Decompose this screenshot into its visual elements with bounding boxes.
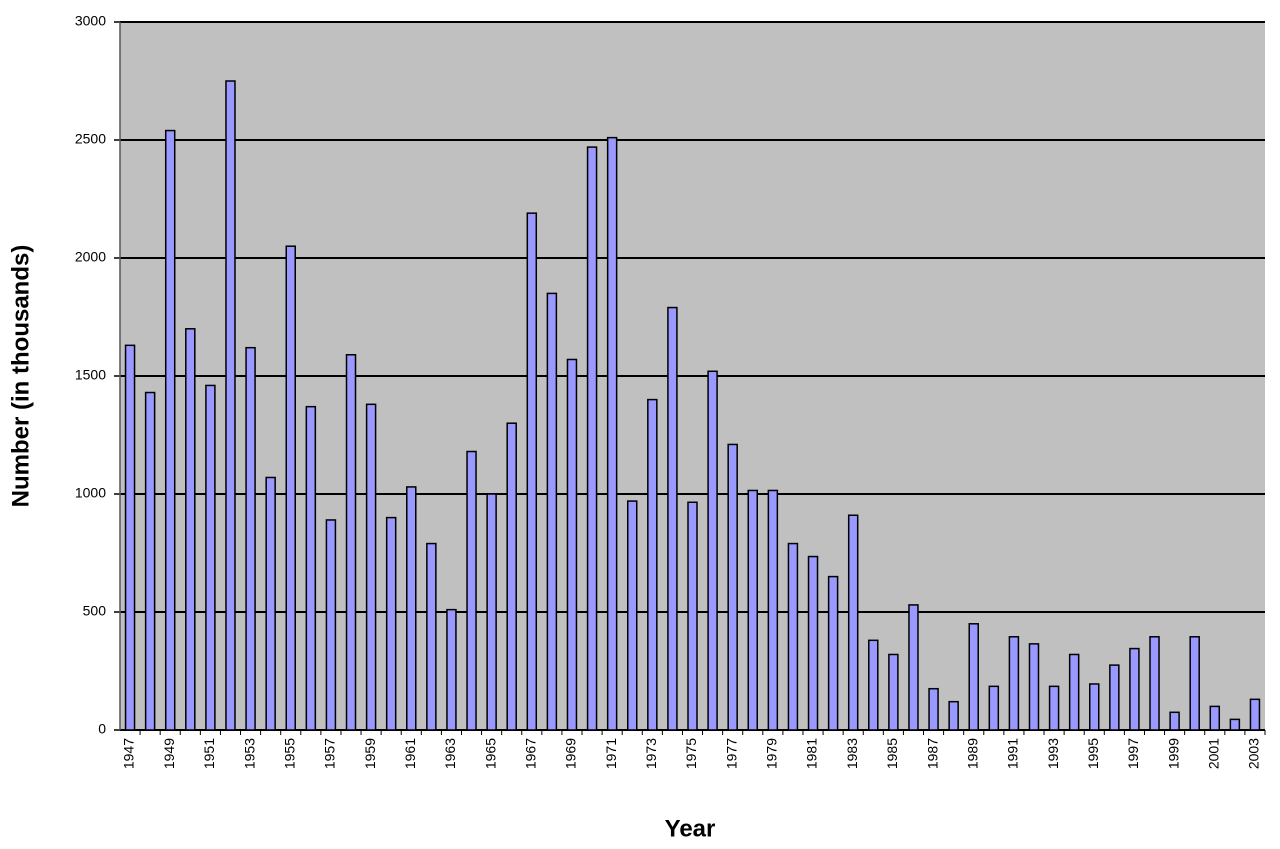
x-axis-title: Year <box>665 815 716 842</box>
bar <box>787 542 799 731</box>
bar <box>1249 698 1261 731</box>
bar <box>526 212 538 731</box>
bar <box>225 80 236 731</box>
x-tick-label: 1991 <box>1005 738 1021 769</box>
x-tick-label: 1987 <box>924 738 940 769</box>
x-tick-label: 1947 <box>121 738 137 769</box>
bar <box>948 700 959 731</box>
bar <box>305 405 317 731</box>
bar <box>205 384 216 731</box>
x-tick-label: 1999 <box>1165 738 1181 769</box>
bar <box>626 500 638 731</box>
x-tick-label: 1981 <box>804 738 820 769</box>
y-tick-label: 3000 <box>75 13 106 29</box>
x-tick-label: 1953 <box>241 738 257 769</box>
x-tick-label: 1985 <box>884 738 900 769</box>
bar <box>968 623 979 731</box>
x-tick-label: 2001 <box>1205 738 1221 769</box>
bar <box>506 422 517 731</box>
bar <box>486 493 497 731</box>
bar <box>1109 664 1120 731</box>
bar <box>1048 685 1060 731</box>
bar <box>707 370 718 731</box>
bar <box>868 639 879 731</box>
x-tick-label: 1959 <box>362 738 378 769</box>
bar <box>265 476 276 731</box>
x-tick-label: 1951 <box>201 738 217 769</box>
bar <box>546 292 558 731</box>
y-tick-label: 0 <box>98 721 106 737</box>
x-tick-label: 1983 <box>844 738 860 769</box>
bar <box>446 608 457 731</box>
y-tick-label: 1500 <box>75 367 106 383</box>
bar <box>847 514 859 731</box>
bar <box>747 489 759 731</box>
bar <box>888 653 899 731</box>
x-tick-label: 1957 <box>322 738 338 769</box>
bar <box>1149 636 1160 731</box>
x-tick-label: 2003 <box>1246 738 1262 769</box>
x-tick-label: 1973 <box>643 738 659 769</box>
bar <box>1209 705 1221 731</box>
bar <box>1169 711 1180 731</box>
bar <box>345 354 357 731</box>
x-tick-label: 1975 <box>683 738 699 769</box>
y-tick-label: 2500 <box>75 131 106 147</box>
bar <box>988 685 1000 731</box>
bar <box>406 486 417 731</box>
x-tick-label: 1955 <box>281 738 297 769</box>
bar <box>185 328 196 731</box>
bar <box>807 555 819 731</box>
bar <box>466 450 477 731</box>
bar <box>124 344 136 731</box>
x-tick-label: 1971 <box>603 738 619 769</box>
bar <box>687 501 698 731</box>
bar <box>767 489 779 731</box>
x-tick-label: 1963 <box>442 738 458 769</box>
x-tick-label: 1995 <box>1085 738 1101 769</box>
y-tick-label: 2000 <box>75 249 106 265</box>
bar <box>1008 636 1020 731</box>
bar <box>606 136 618 731</box>
bar <box>667 306 678 731</box>
bar <box>385 516 397 731</box>
bar <box>426 542 437 731</box>
y-tick-label: 500 <box>83 603 107 619</box>
bar <box>325 519 337 731</box>
bar <box>586 146 598 731</box>
bar <box>365 403 377 731</box>
bar <box>827 575 839 731</box>
bar <box>928 687 939 731</box>
x-tick-label: 1997 <box>1125 738 1141 769</box>
x-tick-label: 1989 <box>964 738 980 769</box>
x-tick-label: 1977 <box>723 738 739 769</box>
bar <box>647 398 658 731</box>
bar <box>285 245 296 731</box>
y-axis-title: Number (in thousands) <box>7 245 34 508</box>
bar <box>1189 636 1200 731</box>
bar <box>727 443 738 731</box>
x-tick-label: 1969 <box>563 738 579 769</box>
x-tick-label: 1949 <box>161 738 177 769</box>
x-tick-label: 1993 <box>1045 738 1061 769</box>
x-tick-label: 1961 <box>402 738 418 769</box>
bar <box>908 604 919 731</box>
bar <box>144 391 156 731</box>
bar <box>566 358 578 731</box>
bar <box>164 129 176 731</box>
bar <box>1229 718 1241 731</box>
bar <box>245 346 256 731</box>
bar <box>1028 643 1040 731</box>
x-tick-label: 1967 <box>523 738 539 769</box>
x-tick-label: 1979 <box>764 738 780 769</box>
bar <box>1089 683 1100 731</box>
x-tick-label: 1965 <box>482 738 498 769</box>
bar <box>1068 653 1080 731</box>
bar <box>1129 647 1140 731</box>
y-tick-label: 1000 <box>75 485 106 501</box>
